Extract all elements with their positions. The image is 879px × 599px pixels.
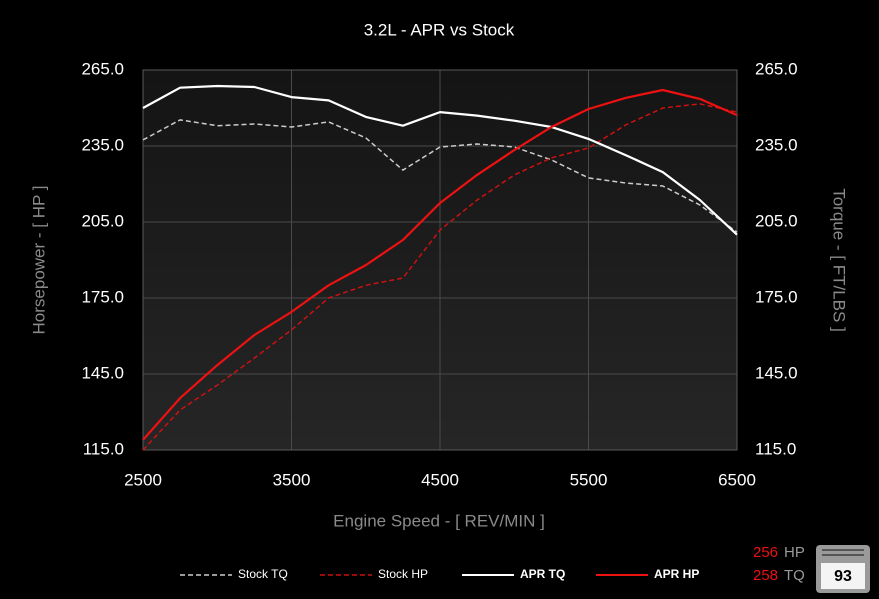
series-line [142,84,738,236]
y2-tick-label: 235.0 [755,135,798,154]
peak-tq-unit: TQ [784,567,805,584]
badge-line [822,554,864,556]
badge-value: 93 [834,568,852,585]
legend-label: Stock HP [378,567,428,581]
y-tick-label: 265.0 [81,59,124,78]
y-tick-label: 235.0 [81,135,124,154]
series-line [142,88,738,441]
y2-tick-label: 175.0 [755,287,798,306]
peak-tq-value: 258 [753,567,778,584]
x-tick-label: 6500 [718,470,756,489]
badge-line [822,549,864,551]
y2-axis-label: Torque - [ FT/LBS ] [830,188,849,332]
x-tick-label: 3500 [273,470,311,489]
legend-label: Stock TQ [238,567,288,581]
x-tick-label: 2500 [124,470,162,489]
y-tick-label: 115.0 [83,439,124,458]
x-tick-label: 4500 [421,470,459,489]
legend-label: APR HP [654,567,699,581]
legend-label: APR TQ [520,567,565,581]
y-tick-label: 145.0 [81,363,124,382]
y2-tick-label: 115.0 [755,439,796,458]
chart-title: 3.2L - APR vs Stock [364,20,515,39]
y2-tick-label: 265.0 [755,59,798,78]
peak-hp-value: 256 [753,544,778,561]
y2-tick-label: 205.0 [755,211,798,230]
y-tick-label: 175.0 [81,287,124,306]
y-tick-label: 205.0 [81,211,124,230]
x-axis-label: Engine Speed - [ REV/MIN ] [333,511,545,530]
series-line [142,103,738,451]
badge-box [821,563,865,589]
x-tick-label: 5500 [570,470,608,489]
peak-hp-unit: HP [784,544,805,561]
y2-tick-label: 145.0 [755,363,798,382]
y-axis-label: Horsepower - [ HP ] [29,186,48,335]
series-line [142,119,738,233]
octane-badge: 93 [816,545,870,593]
plot-border [142,69,738,451]
